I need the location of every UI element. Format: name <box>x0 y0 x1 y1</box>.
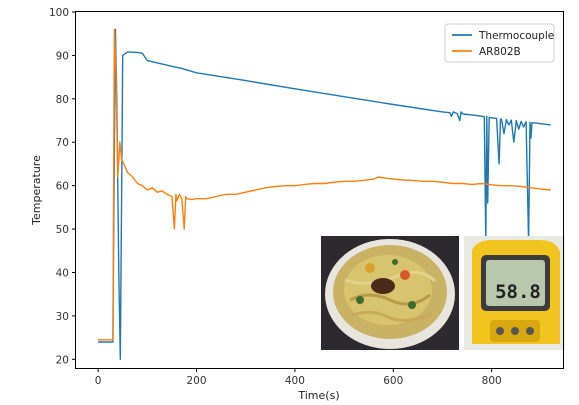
series-line-thermocouple <box>98 28 551 360</box>
x-tick-label: 600 <box>383 375 403 387</box>
thermometer-reading: 58.8 <box>495 281 541 303</box>
y-tick-label: 70 <box>56 137 69 149</box>
legend-label-thermocouple: Thermocouple <box>478 30 554 42</box>
y-tick-label: 100 <box>49 7 69 19</box>
y-tick-label: 50 <box>56 224 69 236</box>
noodle-bowl-photo <box>321 236 459 350</box>
x-tick-label: 400 <box>285 375 305 387</box>
photo-inset: 58.8 <box>321 236 565 350</box>
y-tick-label: 40 <box>56 267 69 279</box>
thermometer-photo: 58.8 <box>464 236 565 350</box>
y-axis-title: Temperature <box>30 155 43 226</box>
legend-label-ar802b: AR802B <box>479 46 521 58</box>
y-tick-label: 20 <box>56 354 69 366</box>
x-tick-label: 200 <box>186 375 206 387</box>
y-tick-label: 30 <box>56 311 69 323</box>
x-tick-label: 800 <box>482 375 502 387</box>
series-line-ar802b <box>98 28 551 341</box>
legend: Thermocouple AR802B <box>444 23 555 63</box>
x-axis-title: Time(s) <box>297 389 339 402</box>
legend-box <box>444 23 555 63</box>
x-tick-label: 0 <box>95 375 102 387</box>
plot-frame <box>75 11 564 369</box>
y-tick-label: 90 <box>56 50 69 62</box>
y-tick-label: 60 <box>56 181 69 193</box>
tick-layer: 20 30 40 50 60 70 80 90 100 0 200 400 600 800 <box>49 7 502 387</box>
y-tick-label: 80 <box>56 94 69 106</box>
series-layer <box>98 28 551 360</box>
